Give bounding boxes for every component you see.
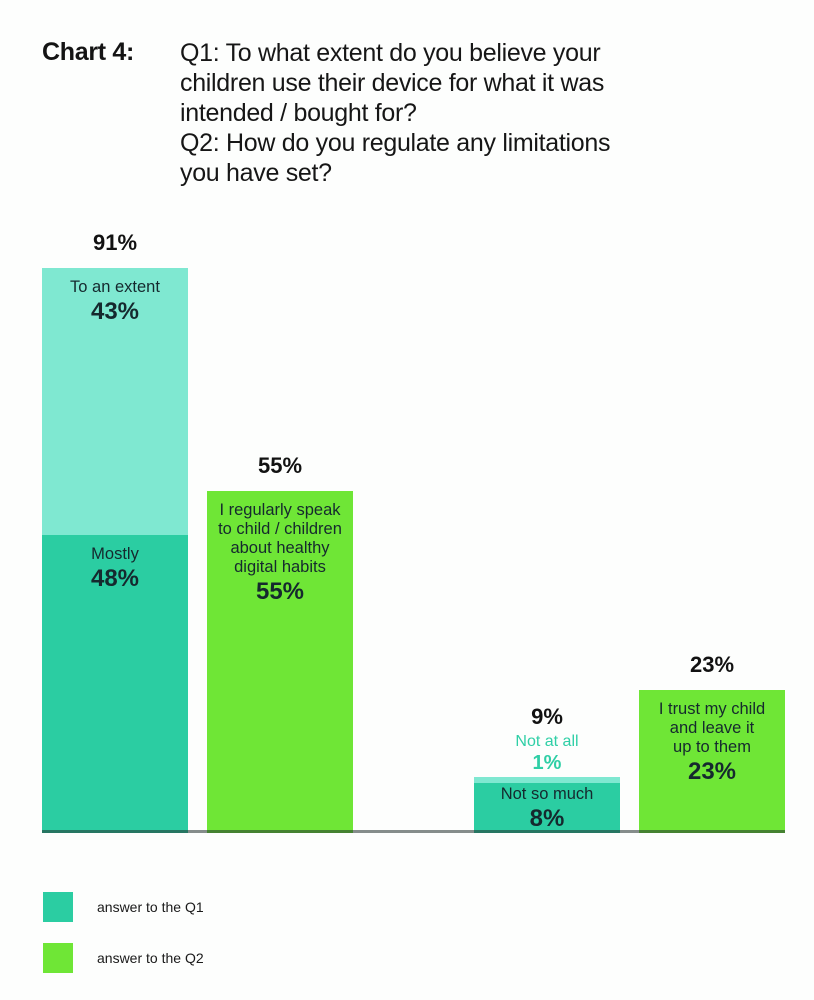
- question-line: children use their device for what it wa…: [180, 69, 605, 97]
- segment-name-line: to child / children: [218, 520, 342, 538]
- x-axis-line: [42, 830, 785, 833]
- segment-value: 48%: [90, 565, 140, 592]
- outside-segment-value: 1%: [532, 752, 562, 774]
- segment-value: 43%: [90, 298, 140, 325]
- legend-item: answer to the Q1: [43, 892, 204, 922]
- segment-label-block: Not so much 8%: [474, 783, 620, 832]
- legend-item: answer to the Q2: [43, 943, 204, 973]
- question-line: you have set?: [180, 159, 332, 187]
- segment-value: 23%: [687, 758, 737, 785]
- chart-title-questions: Q1: To what extent do you believe your ch…: [180, 38, 780, 188]
- segment-name-line: up to them: [673, 738, 751, 756]
- legend-label: answer to the Q2: [97, 950, 204, 966]
- segment-label-block: Mostly 48%: [42, 535, 188, 592]
- segment-label-block: To an extent 43%: [42, 268, 188, 325]
- segment-value: 8%: [529, 805, 565, 832]
- segment-name-line: and leave it: [669, 719, 755, 737]
- segment-name-line: I regularly speak: [219, 501, 341, 519]
- bar-segment: [474, 777, 620, 783]
- bar-total-label: 55%: [257, 453, 303, 478]
- chart-legend: answer to the Q1 answer to the Q2: [43, 892, 204, 994]
- segment-label-block: I regularly speak to child / children abou…: [207, 491, 353, 605]
- outside-segment-label: Not at all 1%: [474, 733, 620, 775]
- segment-name-line: digital habits: [234, 558, 326, 576]
- bar-total-label: 9%: [531, 704, 563, 729]
- bar-segment: Not so much 8%: [474, 783, 620, 833]
- segment-name-line: about healthy: [230, 539, 330, 557]
- bar-segment: To an extent 43%: [42, 268, 188, 535]
- segment-name-line: To an extent: [70, 278, 160, 296]
- legend-label: answer to the Q1: [97, 899, 204, 915]
- legend-swatch-icon: [43, 943, 73, 973]
- segment-label-block: I trust my child and leave it up to them 23…: [639, 690, 785, 785]
- chart-number-label: Chart 4:: [42, 38, 135, 66]
- question-line: Q1: To what extent do you believe your: [180, 39, 601, 67]
- legend-swatch-icon: [43, 892, 73, 922]
- bar-total-label: 23%: [689, 652, 735, 677]
- segment-name-line: Not so much: [500, 785, 594, 803]
- bar-segment: I regularly speak to child / children abou…: [207, 491, 353, 833]
- bar-segment: Mostly 48%: [42, 535, 188, 833]
- segment-name-line: Mostly: [91, 545, 139, 563]
- question-line: intended / bought for?: [180, 99, 417, 127]
- segment-name-line: I trust my child: [658, 700, 766, 718]
- question-line: Q2: How do you regulate any limitations: [180, 129, 611, 157]
- outside-segment-name: Not at all: [515, 733, 579, 750]
- bar-total-label: 91%: [92, 230, 138, 255]
- segment-value: 55%: [255, 578, 305, 605]
- bar-segment: I trust my child and leave it up to them 23…: [639, 690, 785, 833]
